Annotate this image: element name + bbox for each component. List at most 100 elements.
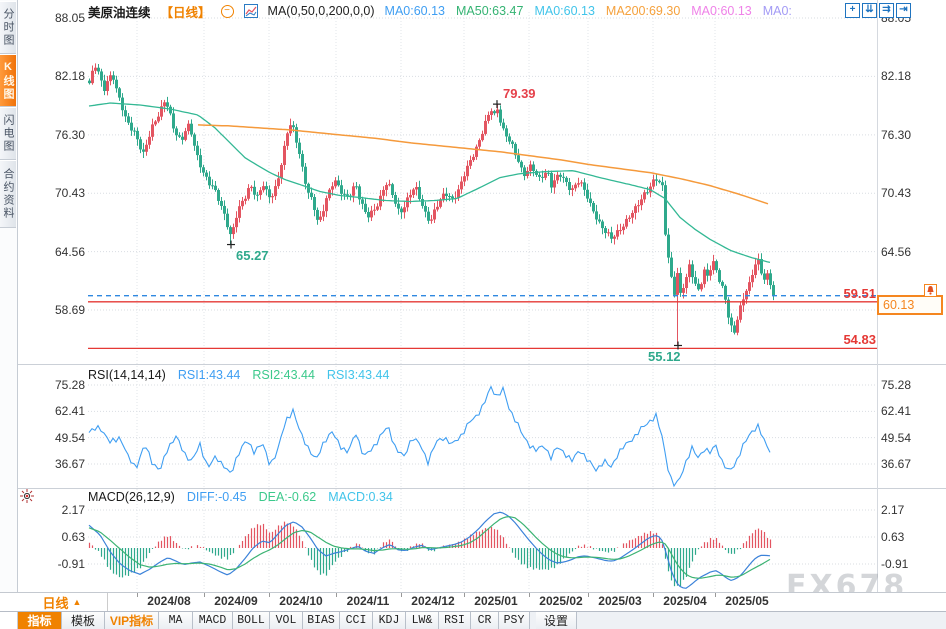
xaxis-date-label: 2024/10 bbox=[279, 594, 323, 608]
price-axis-label: 70.43 bbox=[881, 186, 912, 201]
price-axis-label: 64.56 bbox=[54, 244, 85, 259]
indicator-value-label: DIFF:-0.45 bbox=[186, 490, 247, 504]
xaxis-date-label: 2024/08 bbox=[147, 594, 191, 608]
panel-settings-icon[interactable] bbox=[20, 489, 34, 508]
rsi-axis-label: 49.54 bbox=[881, 430, 912, 445]
price-chart-svg[interactable] bbox=[0, 0, 946, 592]
go-to-latest-icon[interactable]: ⇥ bbox=[896, 3, 911, 18]
month-tick bbox=[269, 593, 270, 597]
alert-line-label: 59.51 bbox=[843, 285, 876, 301]
price-extreme-label: 79.39 bbox=[503, 86, 536, 102]
indicator-tab-LW&[interactable]: LW& bbox=[406, 612, 439, 629]
month-tick bbox=[588, 593, 589, 597]
collapse-icon[interactable]: − bbox=[220, 4, 234, 18]
price-extreme-label: 55.12 bbox=[648, 349, 681, 365]
month-tick bbox=[137, 593, 138, 597]
month-tick bbox=[653, 593, 654, 597]
macd-values: DIFF:-0.45 DEA:-0.62 MACD:0.34 bbox=[187, 490, 393, 504]
rsi-axis-label: 62.41 bbox=[881, 404, 912, 419]
chart-type-icon[interactable] bbox=[243, 4, 258, 18]
ma-values: MA0:60.13 MA50:63.47 MA0:60.13 MA200:69.30 M… bbox=[385, 4, 792, 18]
macd-axis-label: 2.17 bbox=[61, 502, 85, 517]
indicator-tab-RSI[interactable]: RSI bbox=[439, 612, 471, 629]
indicator-tab-模板[interactable]: 模板 bbox=[62, 612, 105, 629]
rsi-axis-label: 62.41 bbox=[54, 404, 85, 419]
macd-title: MACD(26,12,9) bbox=[88, 490, 175, 504]
indicator-tab-设置[interactable]: 设置 bbox=[536, 612, 577, 629]
xaxis-date-label: 2024/11 bbox=[346, 594, 390, 608]
sidebar-tab-闪电图[interactable]: 闪电图 bbox=[0, 107, 16, 160]
price-axis-label: 76.30 bbox=[881, 127, 912, 142]
macd-axis-label: -0.91 bbox=[881, 556, 909, 571]
xaxis-row: 日线 ▲ 2024/08 2024/09 2024/10 2024/11 2024/12… bbox=[0, 592, 946, 612]
indicator-tab-MACD[interactable]: MACD bbox=[193, 612, 233, 629]
macd-axis-label: 2.17 bbox=[881, 502, 905, 517]
sidebar-tab-合约资料[interactable]: 合约资料 bbox=[0, 160, 16, 228]
compress-vertical-icon[interactable]: ⇊ bbox=[862, 3, 877, 18]
rsi-axis-label: 36.67 bbox=[881, 456, 912, 471]
macd-axis-label: -0.91 bbox=[57, 556, 85, 571]
left-sidebar: 分时图 K线图 闪电图 合约资料 bbox=[0, 0, 18, 592]
indicator-tab-指标[interactable]: 指标 bbox=[18, 612, 62, 629]
xaxis-date-label: 2025/05 bbox=[725, 594, 769, 608]
ma-formula-label: MA(0,50,0,200,0,0) bbox=[267, 4, 375, 18]
sidebar-tab-分时图[interactable]: 分时图 bbox=[0, 1, 16, 54]
ma-value-label: MA0:60.13 bbox=[534, 4, 595, 18]
ma-value-label: MA0: bbox=[762, 4, 792, 18]
month-tick bbox=[336, 593, 337, 597]
rsi-axis-label: 36.67 bbox=[54, 456, 85, 471]
period-selector-label: 日线 bbox=[42, 595, 69, 611]
price-alert-bell-icon[interactable] bbox=[924, 283, 937, 302]
price-axis-label: 88.05 bbox=[54, 11, 85, 25]
macd-header: MACD(26,12,9) DIFF:-0.45 DEA:-0.62 MACD:0.… bbox=[88, 490, 393, 504]
xaxis-date-label: 2024/09 bbox=[214, 594, 258, 608]
xaxis-date-label: 2025/02 bbox=[539, 594, 583, 608]
last-price-tag: 60.13 bbox=[877, 294, 943, 315]
period-selector[interactable]: 日线 ▲ bbox=[17, 593, 108, 611]
macd-axis-label: 0.63 bbox=[881, 529, 905, 544]
xaxis-date-label: 2024/12 bbox=[411, 594, 455, 608]
indicator-tab-CCI[interactable]: CCI bbox=[340, 612, 373, 629]
month-tick bbox=[715, 593, 716, 597]
price-axis-label: 76.30 bbox=[54, 127, 85, 142]
indicator-tab-MA[interactable]: MA bbox=[159, 612, 193, 629]
instrument-title: 美原油连续 bbox=[88, 5, 151, 20]
indicator-tab-BOLL[interactable]: BOLL bbox=[233, 612, 270, 629]
ma-value-label: MA0:60.13 bbox=[691, 4, 752, 18]
indicator-tab-VOL[interactable]: VOL bbox=[270, 612, 303, 629]
xaxis-date-label: 2025/03 bbox=[598, 594, 642, 608]
indicator-value-label: DEA:-0.62 bbox=[258, 490, 317, 504]
period-tag: 【日线】 bbox=[160, 5, 211, 20]
indicator-value-label: MACD:0.34 bbox=[328, 490, 393, 504]
price-axis-label: 70.43 bbox=[54, 186, 85, 201]
month-tick bbox=[529, 593, 530, 597]
month-tick bbox=[204, 593, 205, 597]
rsi-axis-label: 75.28 bbox=[54, 378, 85, 392]
price-axis-label: 82.18 bbox=[881, 69, 912, 84]
indicator-value-label: RSI2:43.44 bbox=[252, 368, 315, 382]
month-tick bbox=[464, 593, 465, 597]
indicator-tab-KDJ[interactable]: KDJ bbox=[373, 612, 406, 629]
indicator-tab-PSY[interactable]: PSY bbox=[499, 612, 530, 629]
compress-horizontal-icon[interactable]: ⇉ bbox=[879, 3, 894, 18]
rsi-axis-label: 49.54 bbox=[54, 430, 85, 445]
caret-up-icon: ▲ bbox=[72, 597, 82, 607]
indicator-tab-CR[interactable]: CR bbox=[471, 612, 499, 629]
rsi-axis-label: 75.28 bbox=[881, 378, 912, 392]
price-axis-label: 64.56 bbox=[881, 244, 912, 259]
chart-header: 美原油连续 【日线】 − MA(0,50,0,200,0,0) MA0:60.1… bbox=[88, 3, 792, 20]
sidebar-tab-active-K线图[interactable]: K线图 bbox=[0, 54, 16, 107]
xaxis-date-label: 2025/04 bbox=[663, 594, 707, 608]
tab-bar-spacer bbox=[0, 612, 18, 629]
crosshair-icon[interactable]: + bbox=[845, 3, 860, 18]
indicator-tab-VIP指标[interactable]: VIP指标 bbox=[105, 612, 159, 629]
price-axis-label: 82.18 bbox=[54, 69, 85, 84]
ma-value-label: MA0:60.13 bbox=[384, 4, 446, 18]
indicator-value-label: RSI1:43.44 bbox=[177, 368, 241, 382]
rsi-values: RSI1:43.44 RSI2:43.44 RSI3:43.44 bbox=[178, 368, 390, 382]
indicator-tab-BIAS[interactable]: BIAS bbox=[303, 612, 340, 629]
rsi-header: RSI(14,14,14) RSI1:43.44 RSI2:43.44 RSI3:4… bbox=[88, 368, 389, 382]
indicator-value-label: RSI3:43.44 bbox=[326, 368, 390, 382]
indicator-tab-bar: 指标 模板 VIP指标 MA MACD BOLL VOL BIAS CCI KDJ LW& RSI CR… bbox=[0, 611, 946, 629]
